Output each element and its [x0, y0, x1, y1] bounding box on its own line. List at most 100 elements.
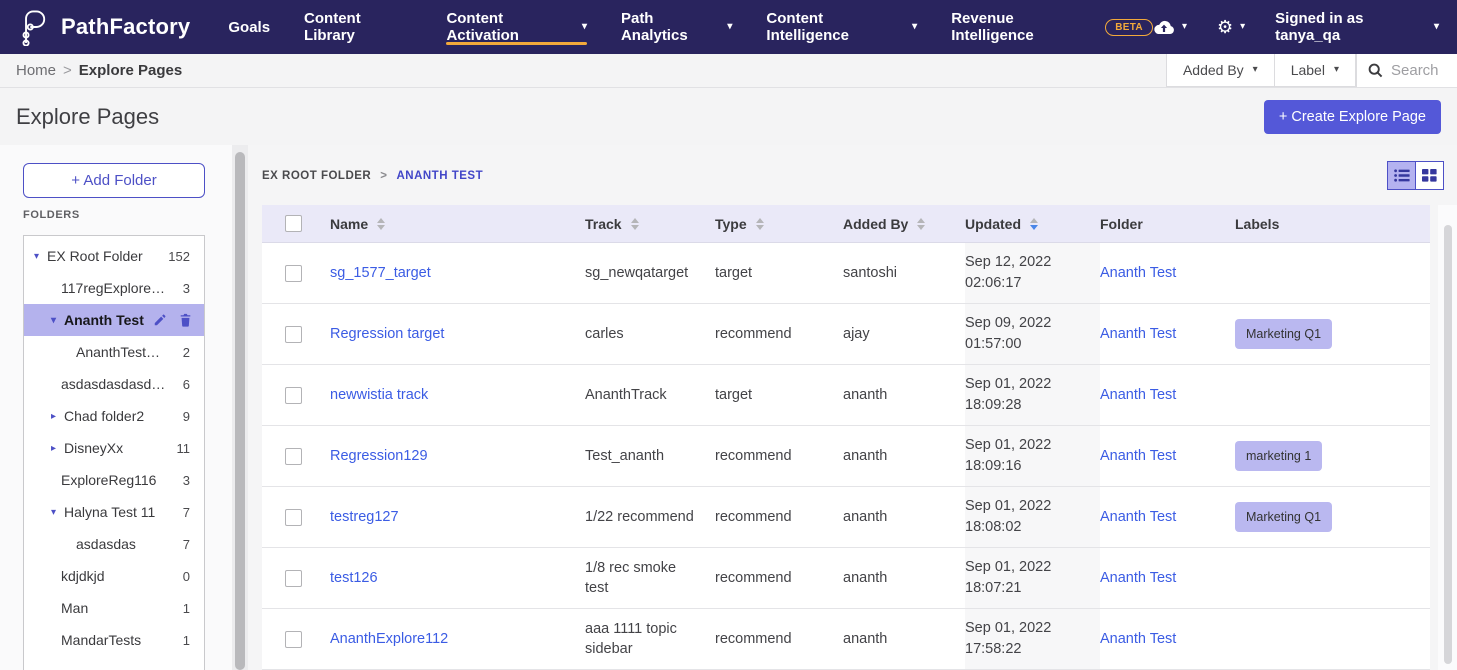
folder-item-asdasdasdasd[interactable]: asdasdasdasd… 6 [24, 368, 204, 400]
folder-label: DisneyXx [64, 440, 124, 456]
folder-item-explorereg116[interactable]: ExploreReg116 3 [24, 464, 204, 496]
explore-page-link[interactable]: testreg127 [330, 509, 399, 525]
chevron-down-icon: ▾ [1181, 21, 1187, 32]
select-all-checkbox[interactable] [285, 215, 302, 232]
name-cell: AnanthExplore112 [330, 629, 585, 649]
column-header-added-by[interactable]: Added By [843, 216, 965, 232]
nav-item-path-analytics[interactable]: Path Analytics ▾ [621, 0, 732, 54]
folder-item-117regexplore[interactable]: 117regExplore… 3 [24, 272, 204, 304]
column-header-track[interactable]: Track [585, 216, 715, 232]
row-checkbox[interactable] [285, 630, 302, 648]
folder-link[interactable]: Ananth Test [1100, 509, 1177, 525]
folder-label: asdasdas [76, 536, 136, 552]
label-filter-button[interactable]: Label ▾ [1273, 54, 1356, 87]
nav-item-content-intelligence[interactable]: Content Intelligence ▾ [766, 0, 917, 54]
column-header-updated[interactable]: Updated [965, 216, 1100, 232]
folder-link[interactable]: Ananth Test [1100, 448, 1177, 464]
nav-item-label: Revenue Intelligence [951, 10, 1034, 44]
explore-page-link[interactable]: sg_1577_target [330, 265, 431, 281]
nav-item-content-activation[interactable]: Content Activation ▾ [446, 0, 587, 54]
folder-item-ex-root-folder[interactable]: ▾ EX Root Folder 152 [24, 240, 204, 272]
sort-up-icon [630, 217, 639, 223]
sort-up-icon [377, 217, 386, 223]
folder-item-ananthtest[interactable]: AnanthTest… 2 [24, 336, 204, 368]
folder-link[interactable]: Ananth Test [1100, 570, 1177, 586]
page-header: Explore Pages + Create Explore Page [0, 88, 1457, 145]
label-pill[interactable]: Marketing Q1 [1235, 319, 1333, 349]
sort-down-icon [917, 224, 926, 230]
add-folder-button[interactable]: + Add Folder [23, 163, 205, 198]
edit-folder-icon[interactable] [153, 313, 167, 327]
folder-count: 7 [182, 504, 190, 520]
cloud-menu[interactable]: ▾ [1153, 20, 1187, 35]
folder-cell: Ananth Test [1100, 568, 1235, 588]
folder-link[interactable]: Ananth Test [1100, 387, 1177, 403]
folder-item-kdjdkjd[interactable]: kdjdkjd 0 [24, 560, 204, 592]
explore-page-link[interactable]: Regression target [330, 326, 445, 342]
folder-link[interactable]: Ananth Test [1100, 265, 1177, 281]
label-pill[interactable]: Marketing Q1 [1235, 502, 1333, 532]
chevron-right-icon[interactable]: ▸ [51, 410, 57, 422]
folder-item-disneyxx[interactable]: ▸ DisneyXx 11 [24, 432, 204, 464]
explore-page-link[interactable]: AnanthExplore112 [330, 631, 449, 647]
gear-icon: ⚙ [1216, 17, 1234, 37]
added-by-cell: ananth [843, 570, 888, 586]
chevron-right-icon[interactable]: ▸ [51, 442, 57, 454]
folder-item-mandartests[interactable]: MandarTests 1 [24, 624, 204, 656]
folder-count: 0 [182, 568, 190, 584]
nav-item-revenue-intelligence[interactable]: Revenue Intelligence BETA [951, 0, 1153, 54]
added-by-filter-button[interactable]: Added By ▾ [1165, 54, 1275, 87]
list-view-button[interactable] [1387, 161, 1416, 190]
chevron-down-icon: ▾ [1252, 64, 1258, 75]
grid-view-button[interactable] [1415, 161, 1444, 190]
signed-in-label: Signed in as tanya_qa [1275, 10, 1364, 44]
column-header-name[interactable]: Name [330, 216, 585, 232]
chevron-down-icon[interactable]: ▾ [51, 314, 57, 326]
settings-menu[interactable]: ⚙ ▾ [1217, 18, 1245, 36]
user-menu[interactable]: Signed in as tanya_qa ▾ [1275, 10, 1439, 44]
folder-breadcrumb-current: ANANTH TEST [396, 170, 484, 182]
nav-item-content-library[interactable]: Content Library [304, 0, 412, 54]
sort-icon[interactable] [1030, 217, 1038, 230]
row-checkbox[interactable] [285, 569, 302, 587]
folder-item-ananth-test[interactable]: ▾ Ananth Test [24, 304, 204, 336]
folder-item-asdasdas[interactable]: asdasdas 7 [24, 528, 204, 560]
chevron-down-icon[interactable]: ▾ [34, 250, 40, 262]
chevron-down-icon[interactable]: ▾ [51, 506, 57, 518]
labels-cell: marketing 1 [1235, 441, 1430, 471]
explore-page-link[interactable]: newwistia track [330, 387, 429, 403]
sidebar-scrollbar-thumb[interactable] [235, 152, 245, 670]
sort-icon[interactable] [630, 217, 639, 230]
row-select-cell [262, 447, 330, 465]
track-cell: Test_ananth [585, 448, 665, 464]
row-checkbox[interactable] [285, 264, 302, 282]
sidebar-scrollbar[interactable] [232, 145, 248, 670]
folder-count: 11 [176, 440, 191, 456]
folder-breadcrumb-root[interactable]: EX ROOT FOLDER [262, 170, 372, 182]
updated-time: 01:57:00 [965, 336, 1022, 352]
column-header-type[interactable]: Type [715, 216, 843, 232]
row-checkbox[interactable] [285, 386, 302, 404]
folder-item-chad-folder2[interactable]: ▸ Chad folder2 9 [24, 400, 204, 432]
row-checkbox[interactable] [285, 508, 302, 526]
folder-item-man[interactable]: Man 1 [24, 592, 204, 624]
sort-icon[interactable] [377, 217, 386, 230]
sort-icon[interactable] [755, 217, 764, 230]
row-checkbox[interactable] [285, 447, 302, 465]
breadcrumb-home[interactable]: Home [16, 62, 57, 79]
explore-page-link[interactable]: test126 [330, 570, 378, 586]
row-checkbox[interactable] [285, 325, 302, 343]
sort-icon[interactable] [917, 217, 926, 230]
folder-link[interactable]: Ananth Test [1100, 631, 1177, 647]
folder-link[interactable]: Ananth Test [1100, 326, 1177, 342]
search-input[interactable] [1391, 62, 1453, 79]
label-pill[interactable]: marketing 1 [1235, 441, 1323, 471]
delete-folder-icon[interactable] [179, 313, 192, 327]
explore-page-link[interactable]: Regression129 [330, 448, 428, 464]
table-scrollbar-thumb[interactable] [1444, 225, 1452, 664]
create-explore-page-button[interactable]: + Create Explore Page [1263, 99, 1441, 134]
pathfactory-brand[interactable]: PathFactory [18, 8, 190, 46]
table-scrollbar[interactable] [1438, 205, 1457, 670]
folder-item-halyna-test-11[interactable]: ▾ Halyna Test 11 7 [24, 496, 204, 528]
nav-item-goals[interactable]: Goals [228, 0, 270, 54]
